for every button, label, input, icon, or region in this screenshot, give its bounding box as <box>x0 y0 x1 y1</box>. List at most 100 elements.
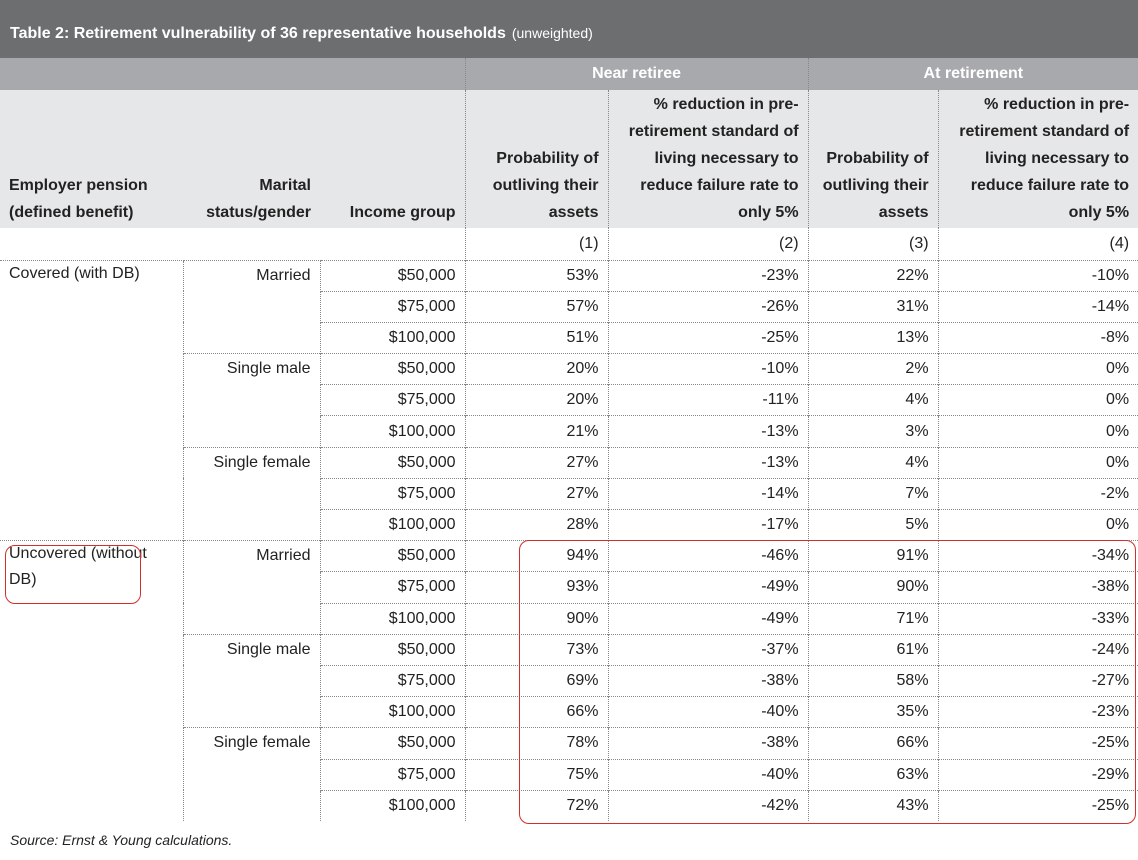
income-cell: $100,000 <box>319 415 466 448</box>
income-cell: $75,000 <box>319 758 466 791</box>
row: Single female $50,000 27% -13% 4% 0% <box>0 446 1138 541</box>
row: Covered (with DB) Married $50,000 53% -23% 22… <box>0 259 1138 541</box>
value-cell: -46% <box>607 540 809 572</box>
value-cell: -37% <box>607 633 809 666</box>
table: Near retiree At retirement Employer pensi… <box>0 58 1138 822</box>
value-cell: -2% <box>937 477 1138 510</box>
value-cell: -10% <box>937 259 1138 292</box>
value-cell: -14% <box>937 290 1138 323</box>
value-cell: 61% <box>807 633 939 666</box>
value-cell: -24% <box>937 633 1138 666</box>
value-cell: -38% <box>607 727 809 759</box>
value-cell: -25% <box>607 321 809 354</box>
value-cell: 69% <box>464 664 609 697</box>
value-cell: -33% <box>937 602 1138 635</box>
value-cell: -27% <box>937 664 1138 697</box>
highlight-box <box>5 545 141 604</box>
value-cell: 75% <box>464 758 609 791</box>
value-cell: 90% <box>807 571 939 604</box>
value-cell: -23% <box>937 696 1138 728</box>
income-cell: $100,000 <box>319 696 466 728</box>
value-cell: 2% <box>807 353 939 385</box>
row: $75,000 69% -38% 58% -27% <box>0 664 1138 697</box>
value-cell: 66% <box>807 727 939 759</box>
row: $75,000 57% -26% 31% -14% <box>0 290 1138 323</box>
pension-cell: Covered (with DB) <box>0 259 183 541</box>
value-cell: 58% <box>807 664 939 697</box>
value-cell: 57% <box>464 290 609 323</box>
value-cell: -25% <box>937 789 1138 822</box>
column-header: Employer pension (defined benefit) <box>0 90 183 228</box>
value-cell: 72% <box>464 789 609 822</box>
income-cell: $50,000 <box>319 353 466 385</box>
highlight-box <box>519 540 1136 824</box>
value-cell: 63% <box>807 758 939 791</box>
value-cell: 4% <box>807 384 939 416</box>
value-cell: 0% <box>937 353 1138 385</box>
value-cell: -29% <box>937 758 1138 791</box>
row: $75,000 93% -49% 90% -38% <box>0 571 1138 604</box>
value-cell: 93% <box>464 571 609 604</box>
income-cell: $50,000 <box>319 633 466 666</box>
marital-cell: Married <box>182 540 320 635</box>
row: $100,000 21% -13% 3% 0% <box>0 415 1138 448</box>
value-cell: -14% <box>607 477 809 510</box>
column-header: Probability of outliving their assets <box>807 90 939 228</box>
value-cell: 53% <box>464 259 609 292</box>
value-cell: 13% <box>807 321 939 354</box>
group-header: Near retiree <box>464 58 809 90</box>
value-cell: 28% <box>464 508 609 541</box>
column-header: % reduction in pre-retirement standard o… <box>607 90 809 228</box>
marital-cell: Single male <box>182 353 320 448</box>
income-cell: $100,000 <box>319 602 466 635</box>
source: Source: Ernst & Young calculations. <box>10 832 233 848</box>
row: $75,000 75% -40% 63% -29% <box>0 758 1138 791</box>
value-cell: 3% <box>807 415 939 448</box>
value-cell: 22% <box>807 259 939 292</box>
value-cell: 20% <box>464 353 609 385</box>
value-cell: 0% <box>937 415 1138 448</box>
column-number: (1) <box>464 228 609 260</box>
income-cell: $50,000 <box>319 727 466 759</box>
value-cell: 0% <box>937 446 1138 479</box>
income-cell: $75,000 <box>319 384 466 416</box>
row: Single female $50,000 78% -38% 66% -25% <box>0 727 1138 822</box>
pension-cell: Uncovered (without DB) <box>0 540 183 822</box>
row: $100,000 72% -42% 43% -25% <box>0 789 1138 822</box>
row: $75,000 20% -11% 4% 0% <box>0 384 1138 416</box>
column-header: Income group <box>320 90 466 228</box>
income-cell: $50,000 <box>319 446 466 479</box>
row: Single male $50,000 73% -37% 61% -24% <box>0 633 1138 728</box>
title: Table 2: Retirement vulnerability of 36 … <box>10 25 506 42</box>
value-cell: -34% <box>937 540 1138 572</box>
value-cell: 20% <box>464 384 609 416</box>
income-cell: $50,000 <box>319 540 466 572</box>
column-header: Probability of outliving their assets <box>464 90 609 228</box>
value-cell: 27% <box>464 446 609 479</box>
income-cell: $75,000 <box>319 290 466 323</box>
value-cell: 5% <box>807 508 939 541</box>
value-cell: -13% <box>607 415 809 448</box>
value-cell: -25% <box>937 727 1138 759</box>
marital-cell: Single female <box>182 446 320 541</box>
value-cell: 91% <box>807 540 939 572</box>
value-cell: -42% <box>607 789 809 822</box>
value-cell: 73% <box>464 633 609 666</box>
row: $100,000 51% -25% 13% -8% <box>0 321 1138 354</box>
value-cell: 90% <box>464 602 609 635</box>
income-cell: $75,000 <box>319 571 466 604</box>
value-cell: 0% <box>937 384 1138 416</box>
value-cell: 35% <box>807 696 939 728</box>
row: Uncovered (without DB) Married $50,000 94% -… <box>0 540 1138 822</box>
blank <box>0 58 466 90</box>
title-note: (unweighted) <box>511 25 593 41</box>
column-header: Marital status/gender <box>183 90 320 228</box>
value-cell: -38% <box>607 664 809 697</box>
value-cell: -8% <box>937 321 1138 354</box>
income-cell: $100,000 <box>319 321 466 354</box>
value-cell: 71% <box>807 602 939 635</box>
row: Single male $50,000 20% -10% 2% 0% <box>0 353 1138 448</box>
column-number: (3) <box>807 228 939 260</box>
title-bar: Table 2: Retirement vulnerability of 36 … <box>0 0 1138 58</box>
row: $100,000 66% -40% 35% -23% <box>0 696 1138 728</box>
